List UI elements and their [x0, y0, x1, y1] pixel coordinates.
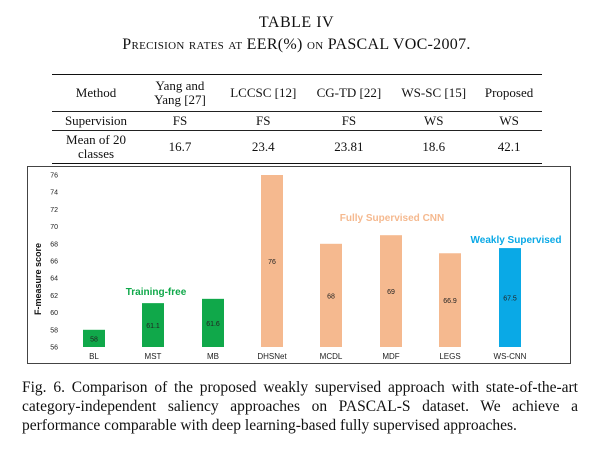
header-cell: Method [75, 85, 117, 100]
x-tick-label: BL [89, 352, 99, 361]
table-cell: Supervision [52, 111, 140, 131]
bar-mb [202, 298, 224, 347]
table-cell: 16.7 [140, 130, 220, 164]
x-tick-label: MB [207, 352, 219, 361]
results-table: Method Yang and Yang [27] LCCSC [12] CG-… [52, 74, 542, 164]
bar-value-label: 67.5 [503, 296, 517, 303]
table-cell: 23.4 [220, 130, 307, 164]
bar-ws-cnn [499, 248, 521, 347]
table-cell: 42.1 [476, 130, 542, 164]
bar-mst [142, 303, 164, 347]
x-tick-label: MCDL [320, 352, 343, 361]
bar-value-label: 58 [90, 336, 98, 343]
bar-mcdl [320, 243, 342, 347]
y-tick-label: 74 [50, 190, 58, 197]
bar-dhsnet [261, 175, 283, 347]
y-tick-label: 70 [50, 224, 58, 231]
header-cell: LCCSC [12] [230, 85, 297, 100]
bar-bl [83, 329, 105, 347]
figure-caption: Fig. 6. Comparison of the proposed weakl… [22, 379, 578, 434]
table-cell: FS [140, 111, 220, 131]
bar-value-label: 68 [327, 293, 335, 300]
table-cell: 18.6 [391, 130, 477, 164]
header-cell: Yang and Yang [27] [154, 78, 206, 107]
group-label-weakly-supervised: Weakly Supervised [471, 235, 562, 246]
header-cell: WS-SC [15] [401, 85, 467, 100]
y-axis-label: F-measure score [33, 243, 43, 315]
f-measure-chart: 56 58 60 62 64 66 68 70 72 74 76 58 61.1 61.6 76 68 69 6… [27, 166, 571, 364]
group-label-training-free: Training-free [126, 287, 187, 298]
x-tick-label: DHSNet [257, 352, 287, 361]
table-cell: WS [476, 111, 542, 131]
bar-value-label: 61.1 [146, 323, 160, 330]
table-row: Mean of 20 classes 16.7 23.4 23.81 18.6 … [52, 130, 542, 164]
table-cell: 23.81 [306, 130, 392, 164]
x-tick-label: LEGS [439, 352, 460, 361]
y-tick-label: 76 [50, 173, 58, 180]
table-cell: FS [306, 111, 392, 131]
table-caption: Precision rates at EER(%) on PASCAL VOC-… [122, 36, 471, 53]
table-cell: Mean of 20 classes [52, 130, 140, 164]
y-tick-label: 72 [50, 207, 58, 214]
y-tick-label: 66 [50, 259, 58, 266]
bar-value-label: 69 [387, 289, 395, 296]
y-tick-label: 60 [50, 310, 58, 317]
y-tick-label: 68 [50, 241, 58, 248]
y-tick-label: 64 [50, 276, 58, 283]
bar-value-label: 76 [268, 259, 276, 266]
header-cell: Proposed [484, 85, 534, 100]
bar-mdf [380, 235, 402, 347]
bar-legs [439, 253, 461, 347]
x-tick-label: WS-CNN [494, 352, 527, 361]
chart-svg: 56 58 60 62 64 66 68 70 72 74 76 58 61.1 61.6 76 68 69 6… [33, 173, 562, 362]
x-tick-label: MDF [382, 352, 399, 361]
table-row: Supervision FS FS FS WS WS [52, 111, 542, 131]
group-label-fully-supervised: Fully Supervised CNN [340, 213, 444, 224]
bar-value-label: 61.6 [206, 321, 220, 328]
table-cell: FS [220, 111, 307, 131]
table-number: TABLE IV [258, 14, 335, 31]
y-tick-label: 58 [50, 327, 58, 334]
header-cell: CG-TD [22] [316, 85, 382, 100]
table-cell: WS [391, 111, 477, 131]
x-tick-label: MST [145, 352, 162, 361]
bar-value-label: 66.9 [443, 298, 457, 305]
y-tick-label: 62 [50, 293, 58, 300]
y-tick-label: 56 [50, 345, 58, 352]
table-header-row: Method Yang and Yang [27] LCCSC [12] CG-… [52, 75, 542, 112]
